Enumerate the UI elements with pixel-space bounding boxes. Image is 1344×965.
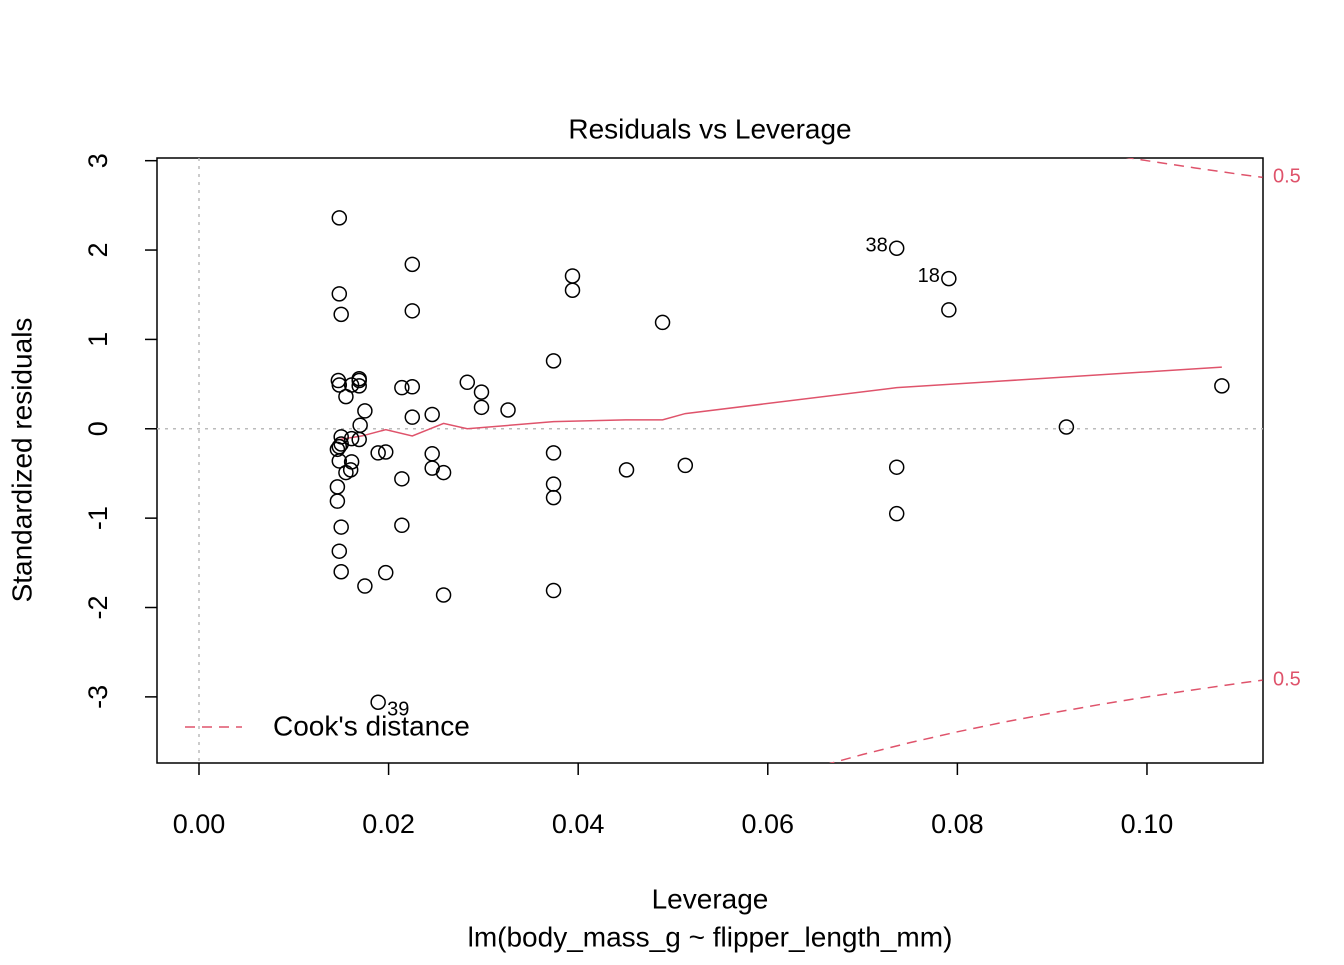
point-label: 18 [918,265,940,287]
x-tick-label: 0.10 [1121,809,1174,839]
point [564,282,581,299]
plot-frame [156,157,1264,764]
point [331,453,348,469]
point [338,464,354,481]
point [404,379,421,395]
y-tick-label: -2 [83,595,113,619]
point [404,409,421,425]
x-tick-label: 0.04 [552,809,605,839]
y-tick-label: 2 [83,243,113,258]
point [377,564,394,581]
point [333,564,349,580]
point [404,303,421,319]
x-axis-label: Leverage [652,883,769,914]
legend-label: Cook's distance [273,710,470,741]
point [351,431,367,448]
y-tick-label: -1 [83,506,113,530]
x-tick-label: 0.06 [741,809,794,839]
y-tick-label: -3 [83,685,113,709]
point [351,378,367,394]
point [459,374,476,391]
point [331,543,348,559]
point [333,436,349,452]
point [435,464,452,481]
point [545,476,562,492]
point [473,399,490,416]
point [545,445,562,461]
point [941,270,957,287]
point [394,471,410,487]
point [424,406,440,423]
point [357,403,373,419]
point [941,302,957,318]
point [331,377,348,393]
point [1214,378,1230,394]
point [357,578,373,594]
y-axis-label: Standardized residuals [6,318,37,603]
y-tick-label: 1 [83,332,113,347]
point [888,240,905,257]
cooks-contour-label: 0.5 [1273,166,1301,188]
point [888,505,905,522]
plot-area [157,158,1263,763]
y-tick-label: 3 [83,153,113,168]
smooth-line [339,366,1222,441]
point [424,446,440,462]
point [352,417,368,433]
point [331,286,348,302]
point [888,459,905,475]
point [404,256,421,273]
y-tick-label: 0 [83,421,113,436]
x-tick-label: 0.02 [362,809,415,839]
point [473,384,490,400]
subtitle: lm(body_mass_g ~ flipper_length_mm) [468,921,953,952]
point [394,379,410,396]
point [500,402,516,418]
point [331,210,348,226]
point-label: 38 [865,235,887,257]
point [545,353,562,369]
point [370,445,386,461]
point [1058,419,1075,435]
point [654,314,671,331]
cooks-contour [828,679,1263,763]
point [618,462,635,478]
point [333,306,349,323]
point [545,582,562,599]
point [338,388,354,405]
cooks-contour [1125,158,1263,179]
cooks-contour-label: 0.5 [1273,668,1301,690]
point [394,517,410,534]
x-tick-label: 0.08 [931,809,984,839]
point [564,268,581,284]
point [329,493,346,509]
point [545,489,562,506]
x-tick-label: 0.00 [173,809,226,839]
point [677,457,694,474]
point [333,519,349,535]
point [435,587,452,603]
point [377,444,394,460]
point [351,372,367,389]
point [329,479,346,495]
chart-title: Residuals vs Leverage [568,113,851,144]
point-label: 39 [387,699,409,721]
point [329,441,346,458]
point [370,694,386,710]
